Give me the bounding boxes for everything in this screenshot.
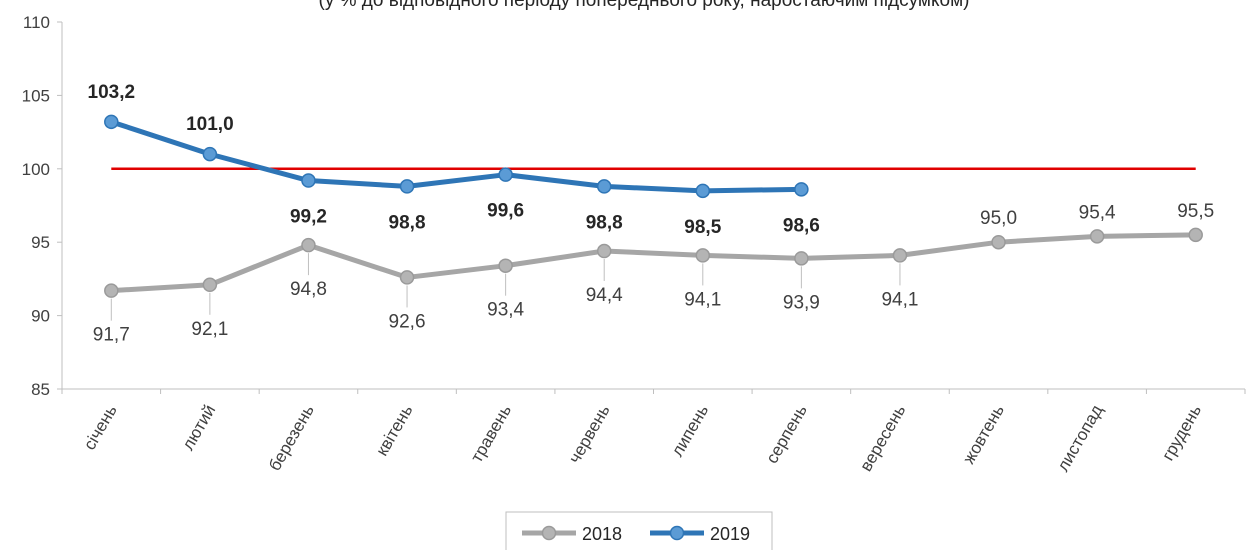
- series-line-2018: [108, 232, 1199, 294]
- data-point-2018: [1089, 229, 1105, 244]
- data-label-2018: 95,5: [1177, 201, 1214, 222]
- legend-label-2018: 2018: [582, 524, 622, 544]
- y-tick-label: 110: [23, 13, 50, 32]
- data-label-2019: 98,6: [783, 215, 820, 236]
- x-tick-label: квітень: [372, 401, 416, 459]
- y-tick-label: 105: [22, 86, 50, 105]
- legend-swatch-marker-2019: [669, 525, 685, 541]
- series-2018: 91,7 92,1 94,8 92,6 93,4 94,4 94,1 93,9 94,1 95,0…: [93, 201, 1214, 346]
- data-label-2018: 93,4: [487, 300, 524, 321]
- x-tick-label: січень: [80, 401, 121, 453]
- x-tick-label: березень: [265, 401, 318, 474]
- data-point-2018: [202, 277, 218, 293]
- data-point-2018: [991, 234, 1006, 250]
- data-point-2019: [104, 114, 119, 130]
- data-label-2019: 101,0: [186, 114, 234, 135]
- data-point-2019: [399, 179, 415, 194]
- legend-label-2019: 2019: [710, 524, 750, 544]
- data-point-2019: [695, 183, 711, 199]
- data-label-2018: 92,6: [389, 311, 426, 332]
- data-point-2019: [794, 182, 809, 197]
- chart-title: (у % до відповідного періоду попередньог…: [319, 0, 970, 11]
- x-tick-label: вересень: [856, 401, 909, 474]
- x-tick-label: листопад: [1053, 401, 1106, 474]
- x-tick-label: травень: [467, 401, 515, 465]
- data-label-2018: 95,0: [980, 208, 1017, 229]
- data-label-2019: 103,2: [88, 82, 136, 103]
- y-tick-label: 100: [22, 160, 50, 179]
- y-tick-label: 90: [31, 307, 50, 326]
- data-point-2018: [301, 237, 316, 253]
- data-label-2018: 92,1: [191, 319, 228, 340]
- x-tick-label: лютий: [178, 402, 219, 454]
- legend: 2018 2019: [505, 511, 773, 550]
- data-point-2018: [596, 243, 612, 259]
- data-point-2018: [399, 270, 415, 285]
- x-tick-label: жовтень: [959, 401, 1008, 467]
- data-point-2018: [892, 248, 908, 263]
- data-label-2019: 98,5: [684, 217, 721, 238]
- data-label-2019: 98,8: [389, 212, 426, 233]
- axes: 85 90 95 100 105 110 січень лютий березень квітен…: [22, 13, 1246, 475]
- data-point-2018: [695, 248, 711, 263]
- data-point-2019: [596, 179, 612, 194]
- data-label-2018: 93,9: [783, 292, 820, 313]
- data-point-2018: [1188, 227, 1203, 243]
- series-2019: 103,2 101,0 99,2 98,8 99,6 98,8 98,5 98,6: [88, 82, 820, 238]
- data-point-2019: [301, 173, 316, 188]
- data-label-2018: 94,8: [290, 279, 327, 300]
- data-point-2019: [202, 146, 218, 162]
- data-label-2018: 94,4: [586, 285, 623, 306]
- series-layer: 91,7 92,1 94,8 92,6 93,4 94,4 94,1 93,9 94,1 95,0…: [88, 82, 1215, 346]
- x-tick-label: липень: [668, 401, 713, 459]
- x-tick-label: червень: [565, 401, 614, 466]
- data-point-2018: [498, 258, 513, 273]
- data-label-2019: 99,2: [290, 207, 327, 228]
- data-label-2018: 94,1: [684, 289, 721, 310]
- data-label-2018: 91,7: [93, 325, 130, 346]
- x-tick-label: серпень: [762, 401, 811, 466]
- x-tick-label: грудень: [1158, 401, 1205, 463]
- data-point-2018: [794, 251, 809, 266]
- data-label-2018: 94,1: [881, 289, 918, 310]
- data-point-2019: [498, 167, 513, 182]
- y-tick-label: 85: [31, 380, 50, 399]
- data-label-2019: 98,8: [586, 212, 623, 233]
- data-point-2018: [104, 283, 119, 298]
- legend-swatch-marker-2018: [541, 525, 557, 541]
- series-line-2019: [108, 119, 804, 194]
- data-label-2019: 99,6: [487, 201, 524, 222]
- y-tick-label: 95: [31, 233, 50, 252]
- data-label-2018: 95,4: [1079, 202, 1116, 223]
